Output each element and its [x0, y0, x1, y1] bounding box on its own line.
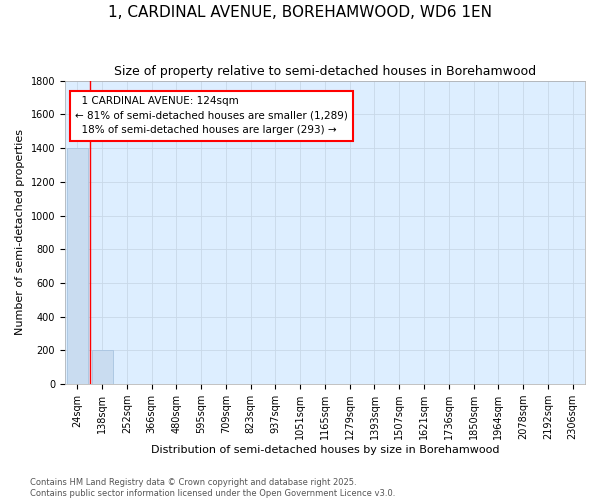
Title: Size of property relative to semi-detached houses in Borehamwood: Size of property relative to semi-detach…	[114, 65, 536, 78]
Bar	[92, 350, 113, 384]
X-axis label: Distribution of semi-detached houses by size in Borehamwood: Distribution of semi-detached houses by …	[151, 445, 499, 455]
Bar	[67, 148, 88, 384]
Text: Contains HM Land Registry data © Crown copyright and database right 2025.
Contai: Contains HM Land Registry data © Crown c…	[30, 478, 395, 498]
Text: 1, CARDINAL AVENUE, BOREHAMWOOD, WD6 1EN: 1, CARDINAL AVENUE, BOREHAMWOOD, WD6 1EN	[108, 5, 492, 20]
Text: 1 CARDINAL AVENUE: 124sqm
← 81% of semi-detached houses are smaller (1,289)
  18: 1 CARDINAL AVENUE: 124sqm ← 81% of semi-…	[76, 96, 348, 136]
Y-axis label: Number of semi-detached properties: Number of semi-detached properties	[15, 130, 25, 336]
